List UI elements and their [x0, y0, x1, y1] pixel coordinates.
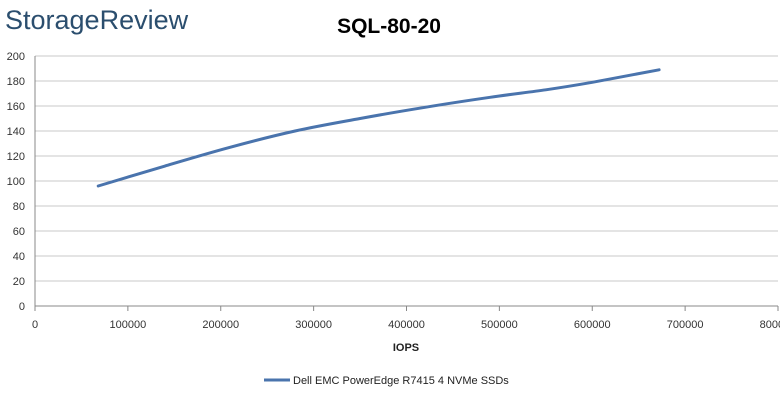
data-point [488, 96, 492, 99]
x-tick-label: 300000 [295, 319, 332, 331]
x-tick-label: 800000 [760, 319, 780, 331]
x-tick-label: 100000 [110, 319, 147, 331]
data-point [96, 184, 100, 188]
legend: Dell EMC PowerEdge R7415 4 NVMe SSDs [264, 375, 509, 387]
x-axis-ticks: 0 100000 200000 300000 400000 500000 600000 700… [32, 306, 780, 331]
series-line [96, 68, 661, 188]
x-tick-label: 0 [32, 319, 38, 331]
y-tick-label: 160 [7, 101, 25, 113]
data-point [544, 88, 548, 91]
x-tick-label: 400000 [388, 319, 425, 331]
data-point [163, 164, 167, 168]
series-layer [96, 68, 661, 188]
x-tick-label: 700000 [667, 319, 704, 331]
y-tick-label: 200 [7, 51, 25, 63]
gridlines [35, 55, 778, 282]
data-point [423, 106, 427, 109]
x-tick-label: 600000 [574, 319, 611, 331]
data-point [657, 68, 661, 71]
data-point [358, 117, 362, 120]
x-tick-label: 200000 [202, 319, 239, 331]
chart-title: SQL-80-20 [337, 15, 441, 38]
y-tick-label: 140 [7, 126, 25, 138]
x-axis-label: IOPS [393, 342, 419, 354]
legend-label: Dell EMC PowerEdge R7415 4 NVMe SSDs [293, 375, 509, 387]
y-tick-label: 0 [19, 301, 25, 313]
y-tick-label: 120 [7, 151, 25, 163]
y-tick-label: 80 [13, 201, 25, 213]
y-tick-label: 100 [7, 176, 25, 188]
y-tick-label: 20 [13, 276, 25, 288]
data-point [228, 146, 232, 149]
y-tick-label: 180 [7, 76, 25, 88]
y-tick-label: 40 [13, 251, 25, 263]
y-tick-label: 60 [13, 226, 25, 238]
data-point [591, 81, 594, 84]
x-tick-label: 500000 [481, 319, 518, 331]
brand-logo: StorageReview [5, 5, 189, 35]
y-axis-ticks: 0 20 40 60 80 100 120 140 160 180 200 [7, 51, 25, 313]
data-point [293, 129, 297, 133]
